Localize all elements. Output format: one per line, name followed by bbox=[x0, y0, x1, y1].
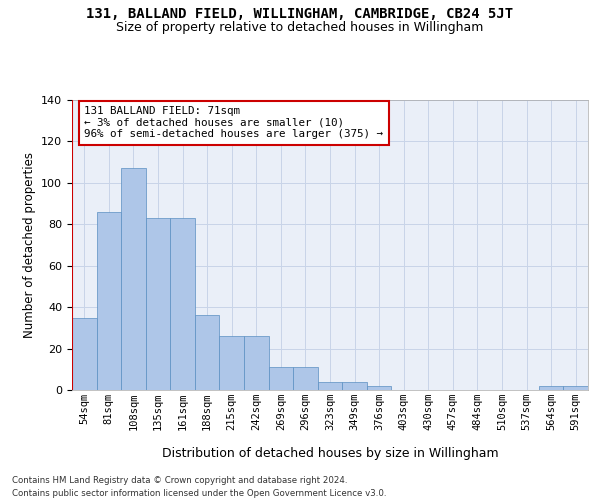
Y-axis label: Number of detached properties: Number of detached properties bbox=[23, 152, 35, 338]
Bar bbox=[146, 218, 170, 390]
Bar bbox=[244, 336, 269, 390]
Text: 131 BALLAND FIELD: 71sqm
← 3% of detached houses are smaller (10)
96% of semi-de: 131 BALLAND FIELD: 71sqm ← 3% of detache… bbox=[84, 106, 383, 140]
Text: 131, BALLAND FIELD, WILLINGHAM, CAMBRIDGE, CB24 5JT: 131, BALLAND FIELD, WILLINGHAM, CAMBRIDG… bbox=[86, 8, 514, 22]
Bar bbox=[367, 386, 391, 390]
Bar bbox=[563, 386, 588, 390]
Bar bbox=[195, 316, 220, 390]
Text: Distribution of detached houses by size in Willingham: Distribution of detached houses by size … bbox=[161, 448, 499, 460]
Bar bbox=[121, 168, 146, 390]
Bar bbox=[539, 386, 563, 390]
Text: Contains HM Land Registry data © Crown copyright and database right 2024.: Contains HM Land Registry data © Crown c… bbox=[12, 476, 347, 485]
Bar bbox=[220, 336, 244, 390]
Bar bbox=[342, 382, 367, 390]
Bar bbox=[293, 367, 318, 390]
Bar bbox=[318, 382, 342, 390]
Text: Contains public sector information licensed under the Open Government Licence v3: Contains public sector information licen… bbox=[12, 489, 386, 498]
Bar bbox=[269, 367, 293, 390]
Text: Size of property relative to detached houses in Willingham: Size of property relative to detached ho… bbox=[116, 21, 484, 34]
Bar bbox=[170, 218, 195, 390]
Bar bbox=[72, 318, 97, 390]
Bar bbox=[97, 212, 121, 390]
